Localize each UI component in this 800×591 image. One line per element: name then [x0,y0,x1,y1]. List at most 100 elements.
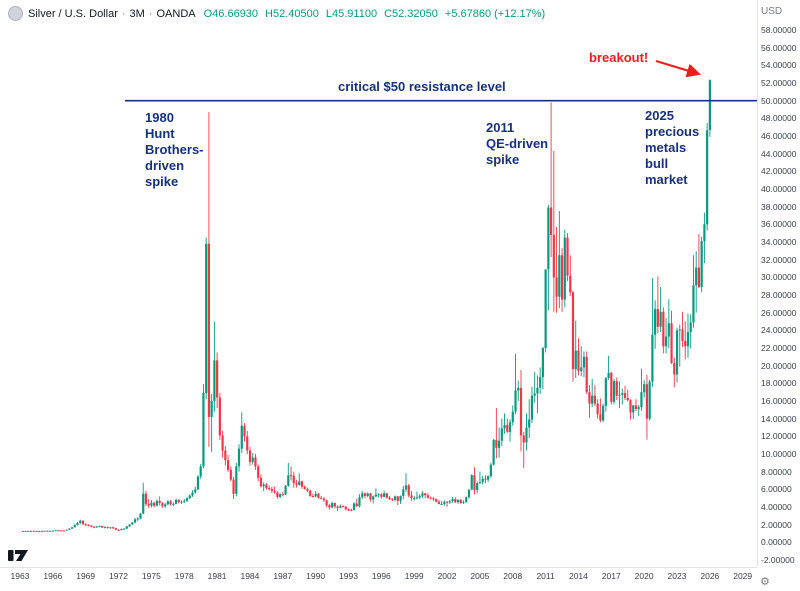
candle-body [448,501,451,503]
candle-body [59,530,63,532]
candle-body [445,501,449,503]
candle-body [87,525,90,527]
candle-body [585,356,588,393]
candle-body [654,309,657,335]
candle-body [659,311,662,327]
candle-body [396,496,399,501]
price-tick-label: 4.00000 [761,502,792,512]
year-tick-label: 1984 [240,571,260,581]
candle-body [440,503,443,505]
price-tick-label: 46.00000 [761,131,797,141]
candle-body [528,419,531,428]
candle-body [322,498,325,501]
price-tick-label: 40.00000 [761,184,797,194]
candle-body [339,506,342,508]
candle-body [467,489,471,498]
candle-body [21,530,24,532]
candle-body [361,493,364,498]
candle-body [566,237,569,276]
candle-body [65,529,68,531]
year-tick-label: 2020 [634,571,654,581]
candle-body [243,425,246,437]
annotation-breakout-label[interactable]: breakout! [589,50,649,65]
candle-body [166,501,169,505]
year-tick-label: 1966 [43,571,63,581]
year-tick-label: 2017 [601,571,621,581]
candle-body [213,360,216,401]
candle-body [191,492,194,496]
price-tick-label: 38.00000 [761,201,797,212]
candle-body [259,477,263,487]
candle-body [377,494,380,496]
symbol-name[interactable]: Silver / U.S. Dollar [28,7,118,20]
candle-body [478,482,482,484]
candle-body [678,329,681,331]
candle-body [54,530,57,532]
candle-body [273,490,276,493]
candle-body [218,397,221,436]
candle-body [470,475,473,490]
candle-body [495,439,498,448]
candle-body [675,330,679,375]
interval-label[interactable]: 3M [129,7,145,20]
symbol-info-bar[interactable]: Silver / U.S. Dollar · 3M · OANDA O46.66… [8,6,545,21]
annotation-resistance-label[interactable]: critical $50 resistance level [338,79,506,94]
candle-body [125,526,128,529]
candle-body [221,435,224,451]
candle-body [363,493,367,496]
candle-body [454,499,457,503]
candle-body [224,450,227,461]
price-tick-label: 12.00000 [761,431,797,442]
candle-body [120,528,123,531]
candle-body [325,500,328,506]
candle-body [369,493,372,500]
candle-body [311,495,315,497]
year-tick-label: 2005 [470,571,490,581]
exchange-label[interactable]: OANDA [156,7,196,20]
ohlc-o-value: O46.66930 [203,7,259,20]
candle-body [270,488,273,491]
annotation-2011-spike[interactable]: 2011 QE-driven spike [486,120,549,168]
candle-body [514,390,517,412]
candle-body [697,267,701,288]
candle-body [552,234,555,278]
candle-body [281,494,284,496]
candle-body [645,384,649,419]
candle-body [681,329,684,341]
candle-body [426,495,430,498]
candle-body [131,522,134,525]
candle-body [596,403,599,415]
candle-body [136,518,139,520]
tradingview-logo[interactable] [8,547,32,562]
candle-body [164,504,167,507]
candle-body [539,377,542,388]
candle-body [43,530,46,532]
candle-body [248,450,252,462]
candle-body [632,405,635,413]
year-tick-label: 1990 [306,571,326,581]
ohlc-c-value: C52.32050 [384,7,438,20]
candle-body [366,493,369,496]
price-tick-label: 6.00000 [761,484,792,495]
price-tick-label: 48.00000 [761,113,797,124]
candle-body [95,526,98,528]
candle-body [684,340,687,347]
year-tick-label: 2008 [503,571,523,581]
year-tick-label: 1972 [109,571,128,581]
candle-body [550,207,553,235]
price-tick-label: 30.00000 [761,272,797,283]
candle-body [109,527,112,529]
annotation-1980-spike[interactable]: 1980 Hunt Brothers- driven spike [145,110,204,190]
candle-body [476,483,479,491]
annotation-2025-bull-market[interactable]: 2025 precious metals bull market [645,108,700,188]
candle-body [555,277,558,297]
candle-body [331,503,334,508]
candle-body [517,387,520,391]
candle-body [144,493,148,504]
candle-body [404,485,408,490]
settings-gear-icon[interactable]: ⚙ [760,576,770,588]
price-tick-label: 18.00000 [761,378,797,389]
candle-body [150,502,153,506]
